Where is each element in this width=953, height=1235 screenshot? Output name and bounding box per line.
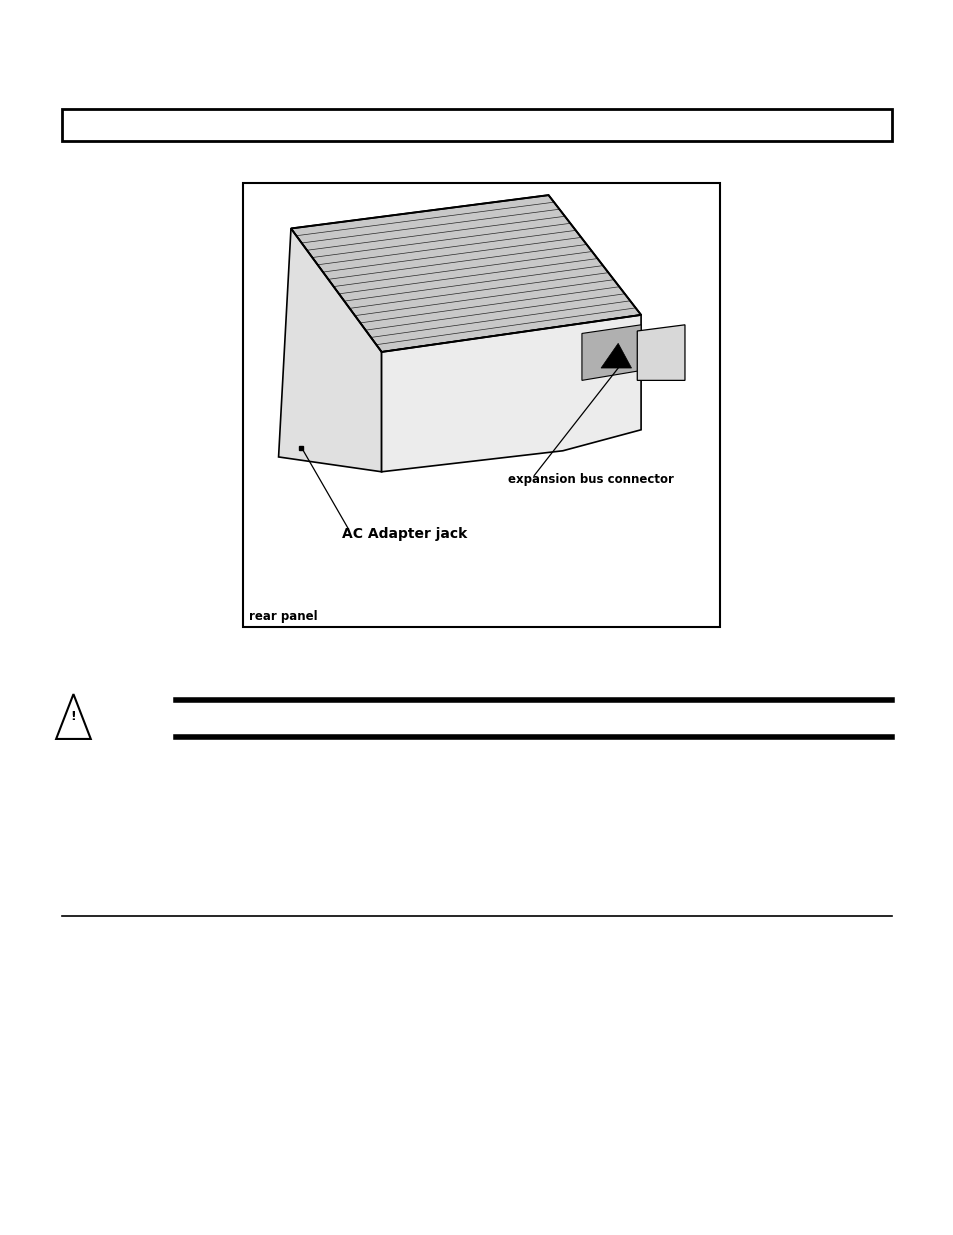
Polygon shape	[381, 315, 640, 472]
Text: !: !	[71, 710, 76, 722]
Text: rear panel: rear panel	[249, 610, 317, 622]
Text: AC Adapter jack: AC Adapter jack	[341, 526, 466, 541]
Polygon shape	[600, 343, 631, 368]
Polygon shape	[291, 195, 640, 352]
Bar	[62, 109, 891, 141]
Polygon shape	[581, 325, 640, 380]
Polygon shape	[637, 325, 684, 380]
Bar	[243, 183, 720, 627]
Text: expansion bus connector: expansion bus connector	[508, 473, 674, 485]
Polygon shape	[278, 228, 381, 472]
